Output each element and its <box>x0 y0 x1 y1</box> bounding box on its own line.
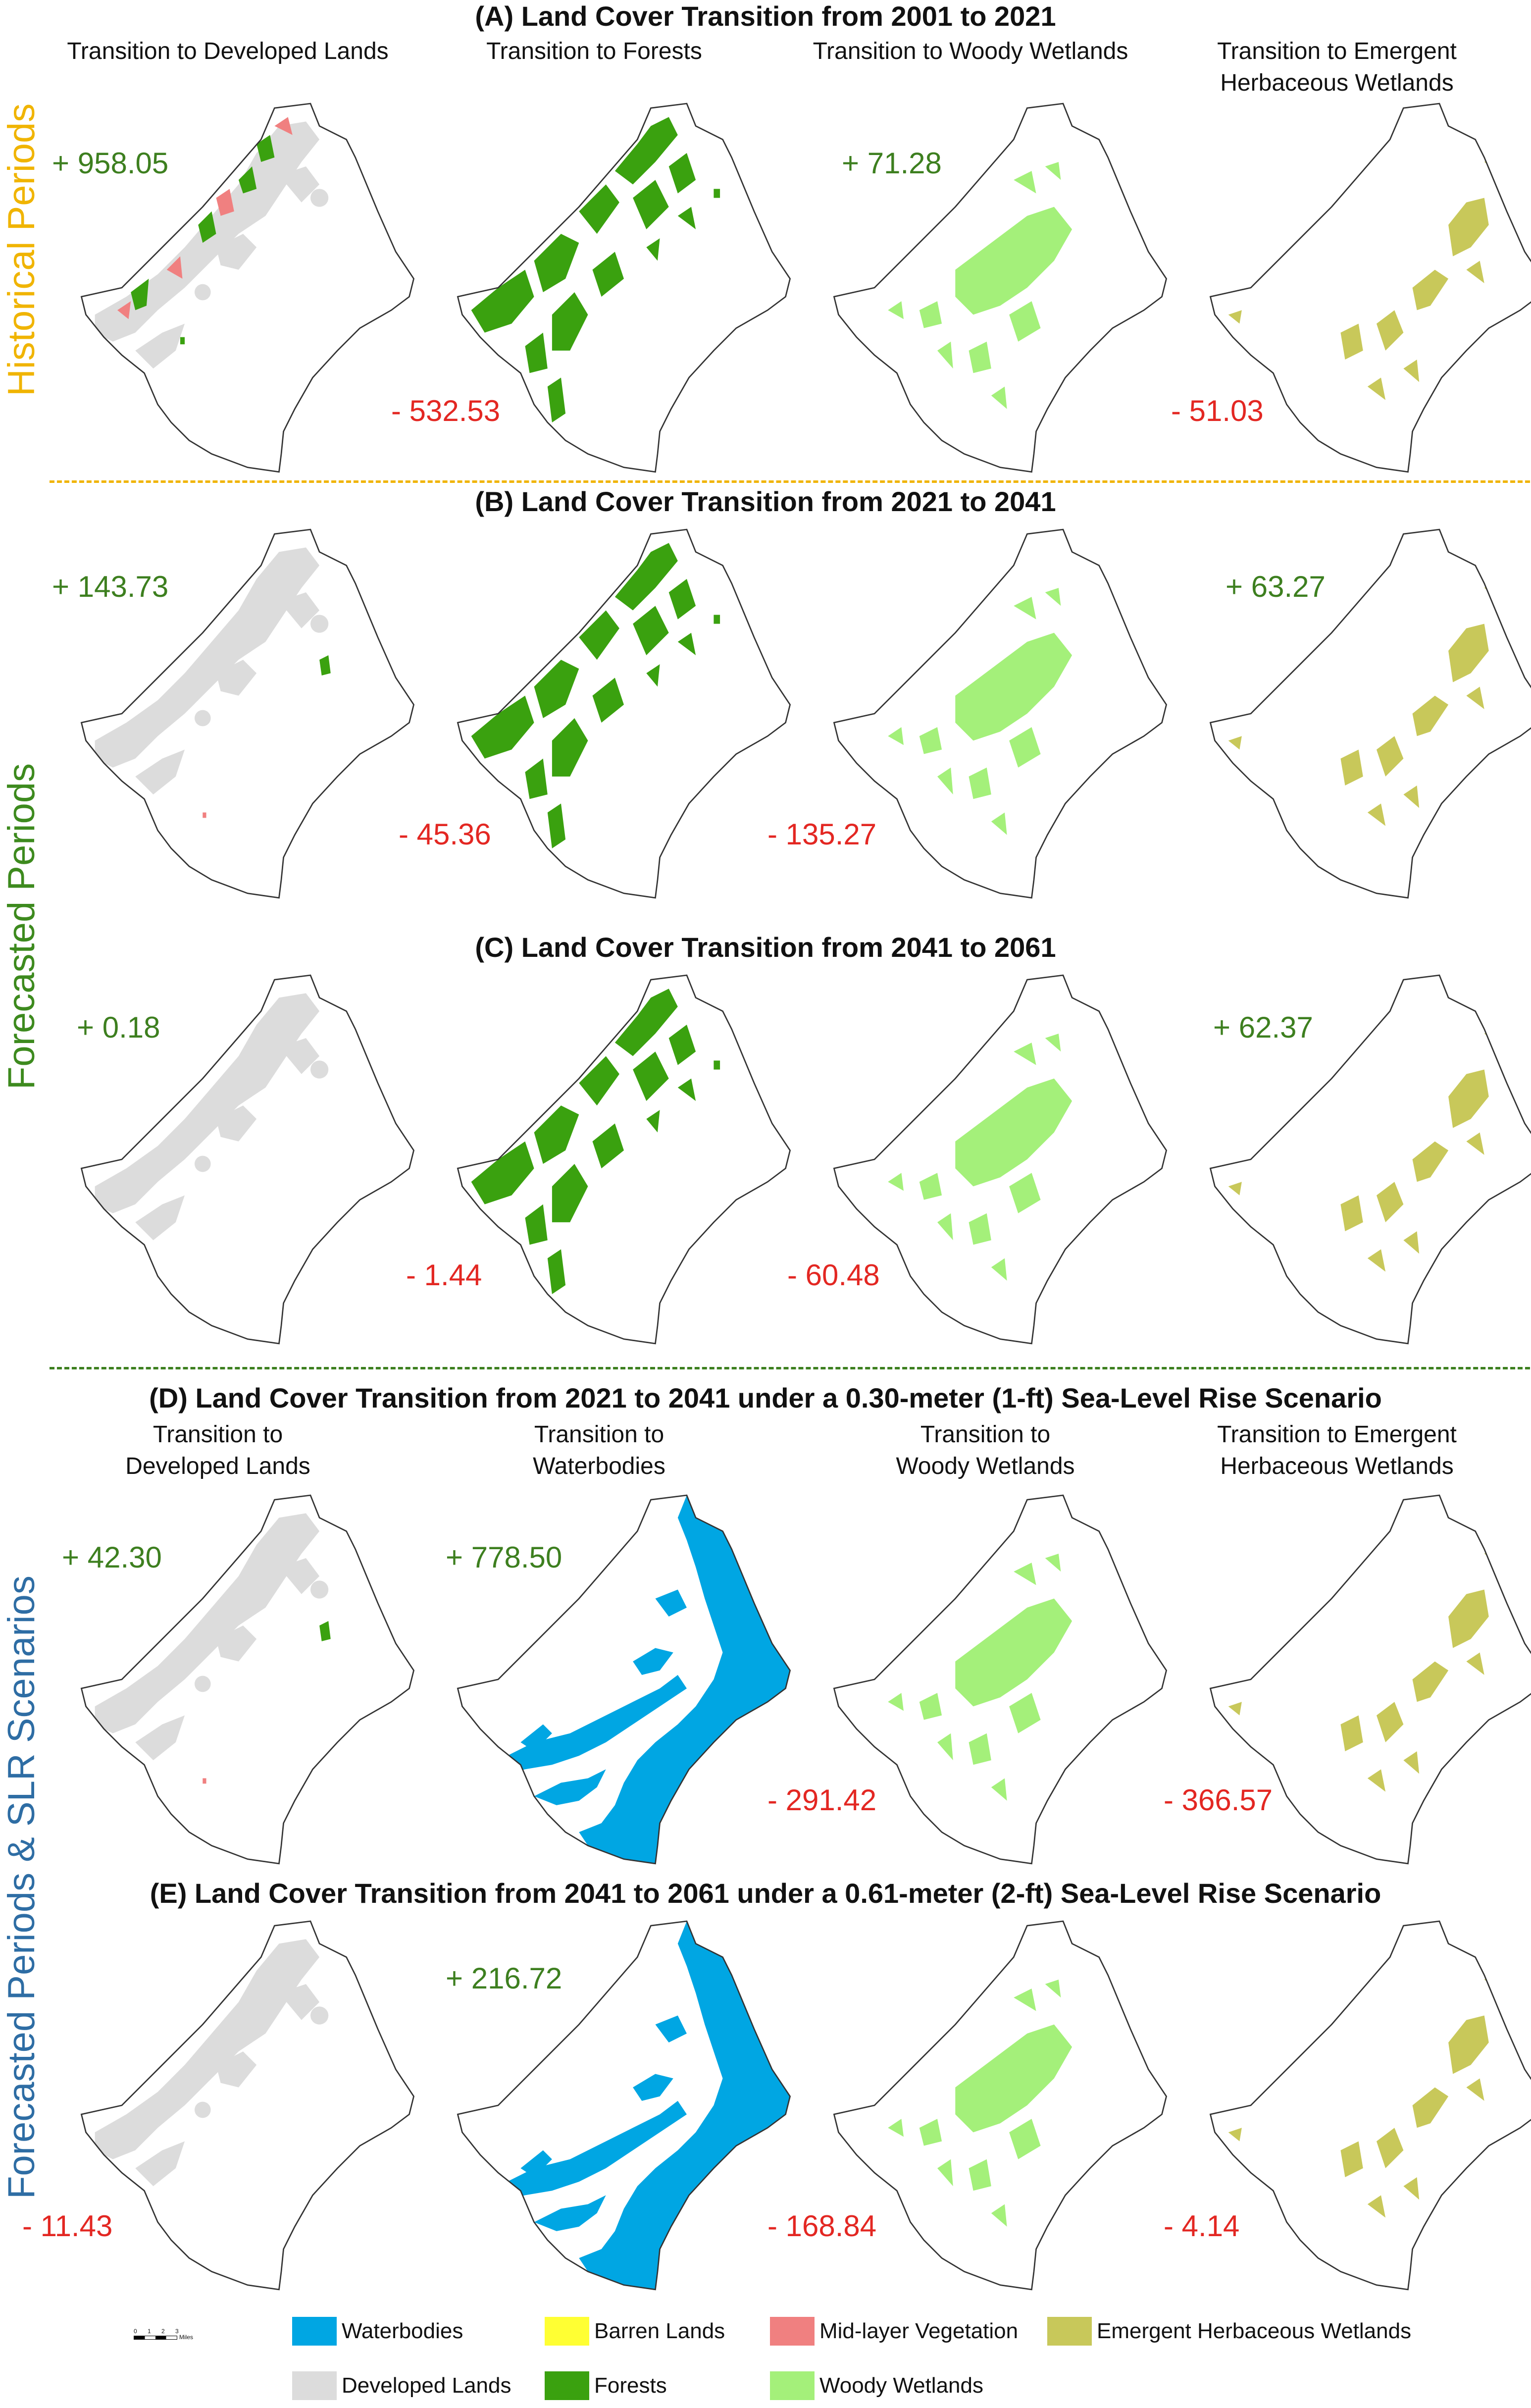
legend-swatch-midlayer <box>770 2317 815 2346</box>
divider-historical <box>50 480 1530 483</box>
value-b-developed: + 143.73 <box>52 570 169 603</box>
legend-label-forests: Forests <box>594 2373 667 2398</box>
side-label-forecasted: Forecasted Periods <box>0 763 43 1090</box>
title-panel-b: (B) Land Cover Transition from 2021 to 2… <box>475 486 1056 517</box>
map-e-developed <box>81 1920 414 2291</box>
scale-tick-3: 3 <box>175 2328 179 2335</box>
value-a-emergent: - 51.03 <box>1171 394 1264 427</box>
value-e-developed: - 11.43 <box>22 2209 113 2243</box>
col-header-slr-waterbodies: Transition to Waterbodies <box>533 1421 665 1479</box>
value-b-forests: - 45.36 <box>399 818 491 851</box>
value-c-woody: - 60.48 <box>787 1258 880 1292</box>
legend-label-emergent: Emergent Herbaceous Wetlands <box>1097 2319 1412 2343</box>
title-panel-e: (E) Land Cover Transition from 2041 to 2… <box>150 1878 1381 1909</box>
title-panel-a: (A) Land Cover Transition from 2001 to 2… <box>475 0 1056 32</box>
legend-swatch-barren <box>545 2317 589 2346</box>
legend-swatch-forests <box>545 2371 589 2400</box>
col-header-developed: Transition to Developed Lands <box>67 38 389 64</box>
map-c-woody <box>833 974 1167 1345</box>
value-a-developed: + 958.05 <box>52 147 169 180</box>
value-d-waterbodies: + 778.50 <box>446 1541 562 1574</box>
scale-tick-0: 0 <box>134 2328 137 2335</box>
legend-swatch-emergent <box>1047 2317 1092 2346</box>
col-header-slr-woody: Transition to Woody Wetlands <box>896 1421 1075 1479</box>
value-e-emergent: - 4.14 <box>1164 2209 1240 2243</box>
scale-tick-2: 2 <box>161 2328 165 2335</box>
value-b-emergent: + 63.27 <box>1225 570 1326 603</box>
col-header-woody: Transition to Woody Wetlands <box>813 38 1128 64</box>
scale-tick-1: 1 <box>148 2328 151 2335</box>
value-e-woody: - 168.84 <box>767 2209 877 2243</box>
map-e-woody <box>833 1920 1167 2291</box>
title-panel-d: (D) Land Cover Transition from 2021 to 2… <box>149 1382 1382 1413</box>
scale-bar: 0 1 2 3 Miles <box>134 2328 203 2348</box>
value-b-woody: - 135.27 <box>767 818 877 851</box>
legend-label-waterbodies: Waterbodies <box>342 2319 463 2343</box>
value-d-woody: - 291.42 <box>767 1783 877 1817</box>
value-c-forests: - 1.44 <box>406 1258 482 1292</box>
map-d-woody <box>833 1494 1167 1865</box>
legend-label-developed: Developed Lands <box>342 2373 511 2398</box>
divider-forecast <box>50 1367 1530 1369</box>
legend-swatch-waterbodies <box>292 2317 337 2346</box>
col-header-slr-developed: Transition to Developed Lands <box>125 1421 310 1479</box>
value-a-forests: - 532.53 <box>391 394 501 427</box>
legend-label-woody: Woody Wetlands <box>819 2373 983 2398</box>
value-e-waterbodies: + 216.72 <box>446 1962 562 1995</box>
col-header-emergent: Transition to Emergent Herbaceous Wetlan… <box>1217 38 1457 96</box>
legend-label-midlayer: Mid-layer Vegetation <box>819 2319 1019 2343</box>
map-d-emergent <box>1210 1494 1531 1865</box>
map-e-emergent <box>1210 1920 1531 2291</box>
legend-swatch-developed <box>292 2371 337 2400</box>
value-d-developed: + 42.30 <box>62 1541 162 1574</box>
scale-unit: Miles <box>179 2334 194 2341</box>
value-d-emergent: - 366.57 <box>1164 1783 1273 1817</box>
title-panel-c: (C) Land Cover Transition from 2041 to 2… <box>475 932 1056 963</box>
side-label-slr: Forecasted Periods & SLR Scenarios <box>0 1575 43 2199</box>
col-header-forests: Transition to Forests <box>486 38 702 64</box>
value-a-woody: + 71.28 <box>842 147 942 180</box>
legend-swatch-woody <box>770 2371 815 2400</box>
legend-label-barren: Barren Lands <box>594 2319 725 2343</box>
map-c-forests <box>457 974 791 1345</box>
value-c-developed: + 0.18 <box>77 1011 160 1044</box>
value-c-emergent: + 62.37 <box>1213 1011 1313 1044</box>
map-b-forests <box>457 528 791 899</box>
map-b-woody <box>833 528 1167 899</box>
col-header-slr-emergent: Transition to Emergent Herbaceous Wetlan… <box>1217 1421 1457 1479</box>
side-label-historical: Historical Periods <box>0 103 43 396</box>
